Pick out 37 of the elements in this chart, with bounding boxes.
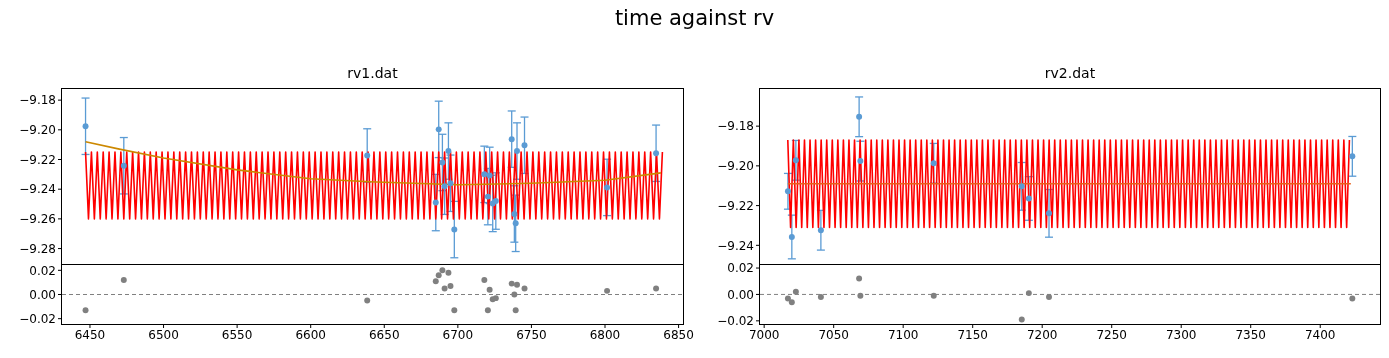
x-tick-label: 7150 — [957, 327, 988, 342]
x-tick-label: 7000 — [748, 327, 780, 342]
y-tick-label: −9.28 — [19, 241, 56, 256]
y-tick-label: −9.18 — [717, 119, 754, 134]
chart-title: rv1.dat — [346, 65, 399, 81]
y-tick-label: −9.20 — [717, 159, 754, 174]
x-tick-label: 6700 — [442, 327, 474, 342]
y-tick-label: 0.00 — [727, 287, 754, 302]
x-tick-label: 7300 — [1165, 327, 1197, 342]
x-tick-label: 6650 — [369, 327, 400, 342]
x-tick-label: 7200 — [1026, 327, 1058, 342]
y-tick-label: −0.02 — [19, 311, 56, 326]
text: time against rv — [613, 6, 776, 30]
y-tick-label: −9.22 — [19, 152, 56, 167]
x-tick-label: 7350 — [1235, 327, 1266, 342]
x-tick-label: 7050 — [818, 327, 849, 342]
y-tick-label: 0.02 — [29, 263, 56, 278]
x-tick-label: 6850 — [663, 327, 694, 342]
y-tick-label: −9.22 — [717, 198, 754, 213]
x-tick-label: 6800 — [589, 327, 621, 342]
x-tick-label: 6550 — [221, 327, 253, 342]
y-tick-label: −9.24 — [19, 182, 56, 197]
y-tick-label: −9.18 — [19, 93, 56, 108]
x-tick-label: 6750 — [516, 327, 547, 342]
y-tick-label: 0.00 — [29, 287, 56, 302]
x-tick-label: 6500 — [148, 327, 179, 342]
x-tick-label: 7400 — [1304, 327, 1336, 342]
x-tick-label: 6600 — [295, 327, 326, 342]
y-tick-label: 0.02 — [727, 261, 754, 276]
y-tick-label: −9.26 — [19, 212, 56, 227]
chart-title: rv2.dat — [1043, 65, 1097, 81]
x-tick-label: 6450 — [74, 327, 106, 342]
y-tick-label: −9.20 — [19, 123, 56, 138]
x-tick-label: 7100 — [887, 327, 919, 342]
x-tick-label: 7250 — [1096, 327, 1127, 342]
y-tick-label: −9.24 — [717, 238, 754, 253]
y-tick-label: −0.02 — [717, 314, 754, 329]
